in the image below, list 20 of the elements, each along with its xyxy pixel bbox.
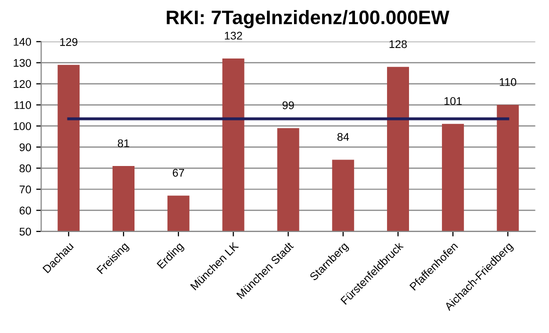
y-tick-label: 140 [14,38,32,46]
data-label: 132 [224,32,242,40]
y-tick-label: 60 [20,206,32,214]
y-tick-label: 100 [14,122,32,130]
y-tick-label: 90 [20,143,32,152]
chart-title: RKI: 7TageInzidenz/100.000EW [166,10,450,28]
y-tick-label: 130 [14,58,32,67]
data-label: 84 [337,133,349,141]
y-tick-label: 70 [20,186,32,194]
y-tick-label: 110 [14,101,32,110]
data-label: 110 [500,78,516,86]
data-label: 67 [172,168,184,177]
y-tick-label: 50 [20,228,32,236]
y-tick-label: 120 [14,80,32,88]
data-label: 129 [60,38,78,46]
data-label: 101 [444,97,462,106]
data-label: 128 [390,40,407,48]
data-label: 99 [282,101,294,110]
data-label: 81 [118,139,130,148]
y-tick-label: 80 [20,164,32,172]
